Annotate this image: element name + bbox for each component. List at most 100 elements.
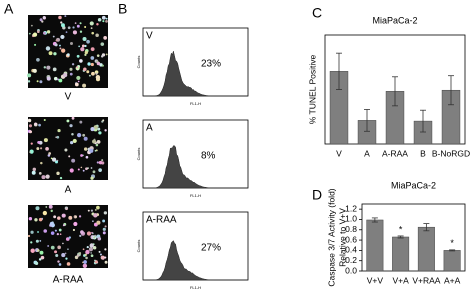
cell bbox=[83, 136, 88, 141]
cell bbox=[65, 237, 70, 241]
y-axis-label: Counts bbox=[136, 148, 141, 161]
x-tick-label: A-RAA bbox=[382, 148, 408, 158]
image-caption: A-RAA bbox=[53, 275, 84, 286]
cell bbox=[90, 47, 95, 52]
cell bbox=[52, 67, 57, 72]
cell bbox=[40, 255, 45, 260]
cell bbox=[85, 256, 88, 260]
cell bbox=[87, 209, 90, 212]
cell bbox=[69, 124, 73, 128]
cell bbox=[92, 220, 94, 222]
cell bbox=[28, 32, 31, 35]
cell bbox=[76, 66, 79, 69]
cell bbox=[46, 30, 51, 34]
cell bbox=[76, 24, 80, 28]
cell bbox=[104, 260, 108, 264]
cell bbox=[103, 36, 107, 40]
cell bbox=[92, 170, 96, 174]
cell bbox=[61, 48, 66, 53]
error-bar bbox=[448, 75, 454, 106]
cell bbox=[89, 243, 94, 248]
cell bbox=[62, 72, 68, 78]
cell bbox=[45, 174, 50, 179]
y-tick-label: 0.0 bbox=[345, 265, 357, 275]
cell bbox=[101, 15, 106, 20]
cell bbox=[65, 208, 68, 211]
cell bbox=[67, 26, 71, 30]
cell bbox=[48, 204, 53, 209]
cell bbox=[58, 263, 62, 266]
cell bbox=[77, 80, 80, 83]
cell bbox=[79, 120, 83, 124]
cell bbox=[34, 122, 37, 126]
cell bbox=[86, 245, 89, 249]
cell bbox=[37, 30, 40, 34]
cell bbox=[56, 233, 59, 236]
y-tick-label: 1.0 bbox=[345, 214, 357, 224]
cell bbox=[83, 147, 88, 151]
cell bbox=[45, 146, 49, 151]
cell bbox=[59, 233, 62, 236]
histogram bbox=[143, 145, 248, 189]
cell bbox=[104, 225, 107, 228]
cell bbox=[38, 217, 43, 222]
cell bbox=[101, 159, 104, 162]
cell bbox=[93, 125, 98, 130]
cell bbox=[90, 56, 95, 60]
cell bbox=[98, 250, 101, 253]
panel-label: D bbox=[312, 187, 322, 203]
cell bbox=[30, 142, 33, 145]
cell bbox=[83, 67, 87, 72]
cell bbox=[34, 218, 38, 222]
cell bbox=[80, 154, 83, 157]
cell bbox=[91, 71, 95, 76]
image-caption: A bbox=[65, 185, 72, 196]
cell bbox=[105, 53, 108, 56]
chart-title: MiaPaCa-2 bbox=[391, 180, 436, 190]
bar bbox=[443, 250, 461, 272]
cell bbox=[53, 215, 57, 219]
cell bbox=[69, 67, 73, 71]
cell bbox=[84, 53, 87, 56]
cell bbox=[90, 252, 93, 254]
cell bbox=[29, 151, 31, 153]
cell bbox=[91, 31, 95, 35]
x-tick-label: V+V bbox=[367, 275, 384, 285]
cell bbox=[29, 130, 33, 134]
cell bbox=[88, 74, 91, 77]
plot-label: A bbox=[146, 123, 153, 134]
panel-label: C bbox=[312, 5, 322, 21]
cell bbox=[62, 224, 65, 227]
cell bbox=[92, 245, 97, 250]
cell bbox=[93, 236, 96, 239]
x-tick-label: A bbox=[364, 148, 370, 158]
cell bbox=[72, 30, 78, 35]
cell bbox=[78, 45, 80, 48]
cell bbox=[95, 72, 98, 75]
cell bbox=[65, 31, 68, 33]
cell bbox=[50, 245, 55, 250]
y-tick-label: 0.8 bbox=[345, 224, 357, 234]
cell bbox=[60, 34, 65, 40]
cell bbox=[96, 139, 101, 144]
cell bbox=[27, 118, 32, 123]
cell bbox=[36, 57, 40, 62]
cell bbox=[105, 19, 108, 23]
cell bbox=[77, 168, 80, 171]
cell bbox=[72, 228, 76, 232]
cell bbox=[72, 138, 77, 144]
cell bbox=[97, 236, 102, 241]
cell bbox=[31, 170, 36, 175]
cell bbox=[32, 167, 37, 172]
cell bbox=[35, 239, 39, 243]
cell bbox=[84, 26, 87, 28]
cell bbox=[95, 33, 99, 37]
cell bbox=[48, 152, 52, 155]
cell bbox=[105, 17, 108, 20]
error-bar bbox=[449, 249, 456, 252]
error-bar bbox=[420, 109, 426, 133]
bar bbox=[366, 219, 384, 272]
significance-marker: * bbox=[399, 224, 403, 234]
cell bbox=[89, 21, 94, 26]
cell bbox=[100, 55, 104, 58]
